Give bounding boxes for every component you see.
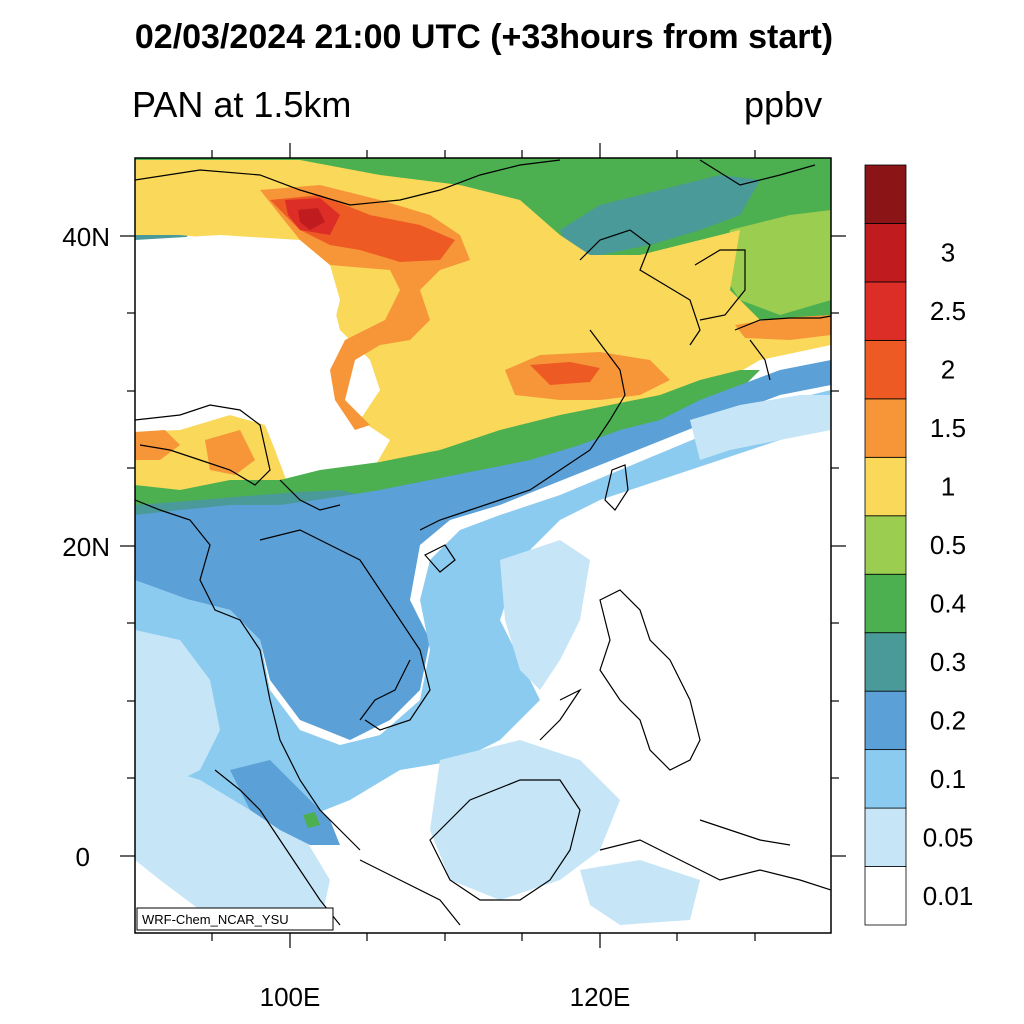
field-region-palest-blue [135,630,220,790]
colorbar-swatch [864,398,907,458]
field-region-palest-blue-east [690,395,831,460]
lat-label-40n: 40N [62,222,110,252]
colorbar [864,164,907,926]
field-region-blue-band [135,360,831,740]
field-region-darkred-core [298,208,325,230]
field-region-orange-west [135,430,180,460]
colorbar-swatch [864,749,907,809]
colorbar-swatch [864,632,907,692]
field-region-red-east [530,362,600,385]
colorbar-swatch [864,807,907,867]
concentration-field [135,158,831,933]
map-title: 02/03/2024 21:00 UTC (+33hours from star… [134,18,834,56]
field-region-orange-sw [205,430,255,475]
colorbar-label: 0.3 [930,647,966,677]
colorbar-swatch [864,164,907,224]
field-region-palest-blue-sw [135,760,330,930]
coastlines [135,159,831,926]
colorbar-labels: 0.01 0.05 0.1 0.2 0.3 0.4 0.5 1 1.5 2 2.5 3 [923,238,974,911]
colorbar-swatch [864,866,907,926]
colorbar-label: 2.5 [930,296,966,326]
colorbar-label: 0.2 [930,705,966,735]
colorbar-label: 1 [941,472,955,502]
colorbar-label: 0.4 [930,588,966,618]
colorbar-label: 2 [941,355,955,385]
field-region-teal-north [560,175,760,255]
lon-label-100e: 100E [260,982,321,1012]
field-region-palest-blue-south [430,740,620,900]
colorbar-label: 1.5 [930,413,966,443]
lat-label-20n: 20N [62,532,110,562]
lat-label-0: 0 [76,842,90,872]
colorbar-swatch [864,690,907,751]
field-region-palest-blue-sea [500,540,590,690]
colorbar-label: 0.01 [923,881,974,911]
field-region-palest-blue-se [580,860,700,925]
credit-box [136,907,334,931]
field-region-green-belt [135,370,760,518]
variable-label: PAN at 1.5km [132,84,352,125]
lon-label-120e: 120E [570,982,631,1012]
field-region-orange-japan [735,315,831,340]
colorbar-swatch [864,223,907,283]
colorbar-label: 0.05 [923,822,974,852]
colorbar-label: 0.1 [930,764,966,794]
credit-text: WRF-Chem_NCAR_YSU [142,912,289,927]
field-region-lightblue [135,390,831,820]
tick-marks [120,143,846,948]
colorbar-swatch [864,515,907,575]
colorbar-swatch [864,573,907,634]
colorbar-swatch [864,456,907,517]
units-label: ppbv [744,84,823,125]
field-region-lightgreen-east [720,210,831,315]
colorbar-label: 0.5 [930,530,966,560]
colorbar-label: 3 [941,238,955,268]
field-region-green-spot [303,812,320,828]
colorbar-swatch [864,339,907,400]
field-region-white-interior [135,235,370,490]
colorbar-swatch [864,281,907,341]
